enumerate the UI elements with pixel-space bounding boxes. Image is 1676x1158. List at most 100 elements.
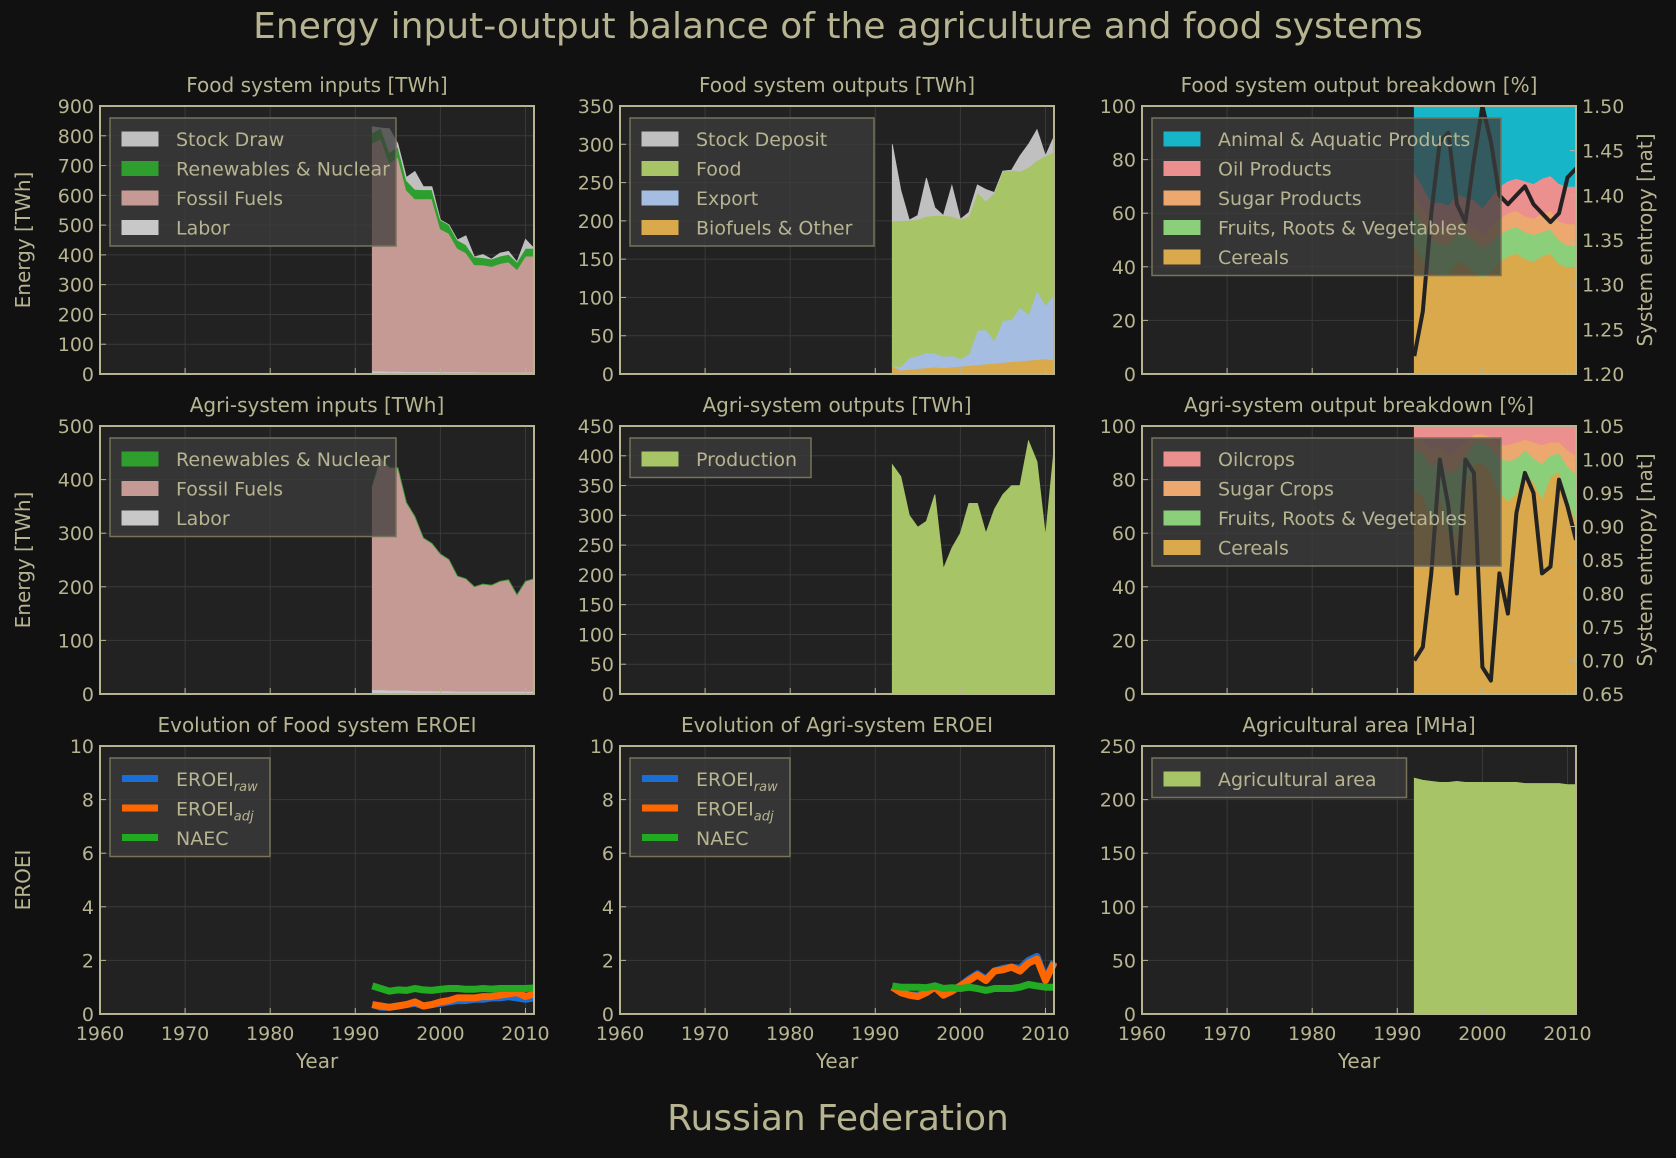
y-tick-label: 0 <box>82 1004 94 1026</box>
y-tick-label: 0 <box>602 684 614 706</box>
y-tick-label: 700 <box>58 156 94 178</box>
x-tick-label: 2000 <box>416 1023 464 1045</box>
plot-frame <box>619 745 1055 1015</box>
legend-swatch <box>122 834 158 841</box>
y-tick-label: 200 <box>578 211 614 233</box>
y-tick-label: 0 <box>602 364 614 386</box>
legend-swatch <box>121 131 159 147</box>
y-tick-label: 200 <box>1100 790 1136 812</box>
legend-swatch <box>121 451 159 467</box>
x-axis-label: Year <box>295 1049 339 1073</box>
y-tick-label: 300 <box>578 505 614 527</box>
y2-axis-label: System entropy [nat] <box>1633 453 1657 666</box>
legend-label: Agricultural area <box>1218 769 1377 791</box>
y-tick-label: 800 <box>58 126 94 148</box>
y-axis-label: EROEI <box>11 850 35 911</box>
legend-label: EROEIadj <box>696 799 774 825</box>
y-axis-label: Energy [TWh] <box>11 492 35 629</box>
y-tick-label: 300 <box>578 134 614 156</box>
line-eroei-adj <box>890 955 1058 1001</box>
y-tick-label: 300 <box>58 523 94 545</box>
y-tick-label: 100 <box>578 287 614 309</box>
y-tick-label: 250 <box>1100 736 1136 758</box>
panel-agri_outputs: 0 50 100 150 200 250 300 350 400 450 Agri-system o… <box>578 393 1055 706</box>
legend-swatch <box>1163 220 1201 235</box>
plot-frame <box>619 105 1055 375</box>
y-tick-label: 6 <box>82 843 94 865</box>
legend-label: Production <box>696 449 797 471</box>
panel-agri_eroei: 0 2 4 6 8 10 1960 1970 1980 1990 2000 2010 Year Evolu… <box>590 713 1070 1073</box>
legend-swatch <box>121 481 159 496</box>
legend-swatch <box>121 220 159 235</box>
x-tick-label: 1990 <box>1373 1023 1421 1045</box>
panel-title: Agri-system outputs [TWh] <box>702 393 971 417</box>
panel-agri_area: 0 50 100 150 200 250 1960 1970 1980 1990 2000 2010 Y… <box>1100 713 1592 1073</box>
panel-agri_inputs: 0 100 200 300 400 500 Energy [TWh] Agri-system … <box>11 393 535 706</box>
y-tick-label: 100 <box>58 334 94 356</box>
legend-label: Renewables & Nuclear <box>176 159 390 181</box>
legend-label: Fossil Fuels <box>176 188 283 210</box>
y-tick-label: 200 <box>58 304 94 326</box>
y-tick-label: 0 <box>82 364 94 386</box>
y2-tick-label: 0.95 <box>1582 483 1624 505</box>
legend-label: NAEC <box>176 828 228 850</box>
y2-tick-label: 1.40 <box>1582 185 1624 207</box>
y-tick-label: 150 <box>578 249 614 271</box>
y-tick-label: 300 <box>58 275 94 297</box>
y2-tick-label: 0.80 <box>1582 584 1624 606</box>
y-tick-label: 40 <box>1112 257 1136 279</box>
plot-frame <box>99 105 535 375</box>
country-label: Russian Federation <box>667 1098 1009 1139</box>
y-tick-label: 60 <box>1112 203 1136 225</box>
y-tick-label: 150 <box>1100 843 1136 865</box>
y-tick-label: 0 <box>1124 364 1136 386</box>
y-tick-label: 60 <box>1112 523 1136 545</box>
x-tick-label: 1980 <box>1288 1023 1336 1045</box>
legend-swatch <box>641 220 679 235</box>
legend-swatch <box>121 190 159 206</box>
y-tick-label: 0 <box>1124 684 1136 706</box>
x-tick-label: 2000 <box>936 1023 984 1045</box>
legend-swatch <box>641 190 679 206</box>
legend-swatch <box>641 131 679 147</box>
y-tick-label: 8 <box>602 790 614 812</box>
y2-tick-label: 1.20 <box>1582 364 1624 386</box>
legend-swatch <box>1163 510 1201 526</box>
panel-food_outputs: 0 50 100 150 200 250 300 350 Food system outputs… <box>578 73 1055 386</box>
legend-swatch <box>1163 771 1201 787</box>
y-tick-label: 4 <box>82 897 94 919</box>
legend: Agricultural area <box>1151 757 1408 799</box>
y2-tick-label: 1.25 <box>1582 319 1624 341</box>
legend: Stock Draw Renewables & Nuclear Fossil Fue… <box>109 117 397 247</box>
y2-tick-label: 0.65 <box>1582 684 1624 706</box>
legend-label: Stock Draw <box>176 129 284 151</box>
legend-swatch <box>122 775 158 782</box>
x-tick-label: 1970 <box>1203 1023 1251 1045</box>
y-tick-label: 400 <box>58 245 94 267</box>
y-tick-label: 400 <box>578 446 614 468</box>
legend-box <box>1151 117 1502 277</box>
y2-tick-label: 0.90 <box>1582 517 1624 539</box>
panel-title: Agri-system output breakdown [%] <box>1184 393 1534 417</box>
y2-tick-label: 1.45 <box>1582 141 1624 163</box>
x-tick-label: 1990 <box>331 1023 379 1045</box>
legend-swatch <box>642 804 678 812</box>
y-tick-label: 350 <box>578 476 614 498</box>
legend-label: Export <box>696 188 758 210</box>
y2-tick-label: 1.35 <box>1582 230 1624 252</box>
y-tick-label: 450 <box>578 416 614 438</box>
y2-tick-label: 0.75 <box>1582 617 1624 639</box>
x-axis-label: Year <box>1337 1049 1381 1073</box>
plot-frame <box>1141 745 1577 1015</box>
y-tick-label: 200 <box>58 577 94 599</box>
legend-swatch <box>641 451 679 467</box>
x-tick-label: 1960 <box>596 1023 644 1045</box>
legend: Oilcrops Sugar Crops Fruits, Roots & Veget… <box>1151 437 1502 567</box>
legend-swatch <box>1163 481 1201 496</box>
y-tick-label: 80 <box>1112 150 1136 172</box>
y2-tick-label: 1.05 <box>1582 416 1624 438</box>
y2-tick-label: 1.30 <box>1582 275 1624 297</box>
x-tick-label: 1960 <box>1118 1023 1166 1045</box>
y2-tick-label: 1.00 <box>1582 450 1624 472</box>
